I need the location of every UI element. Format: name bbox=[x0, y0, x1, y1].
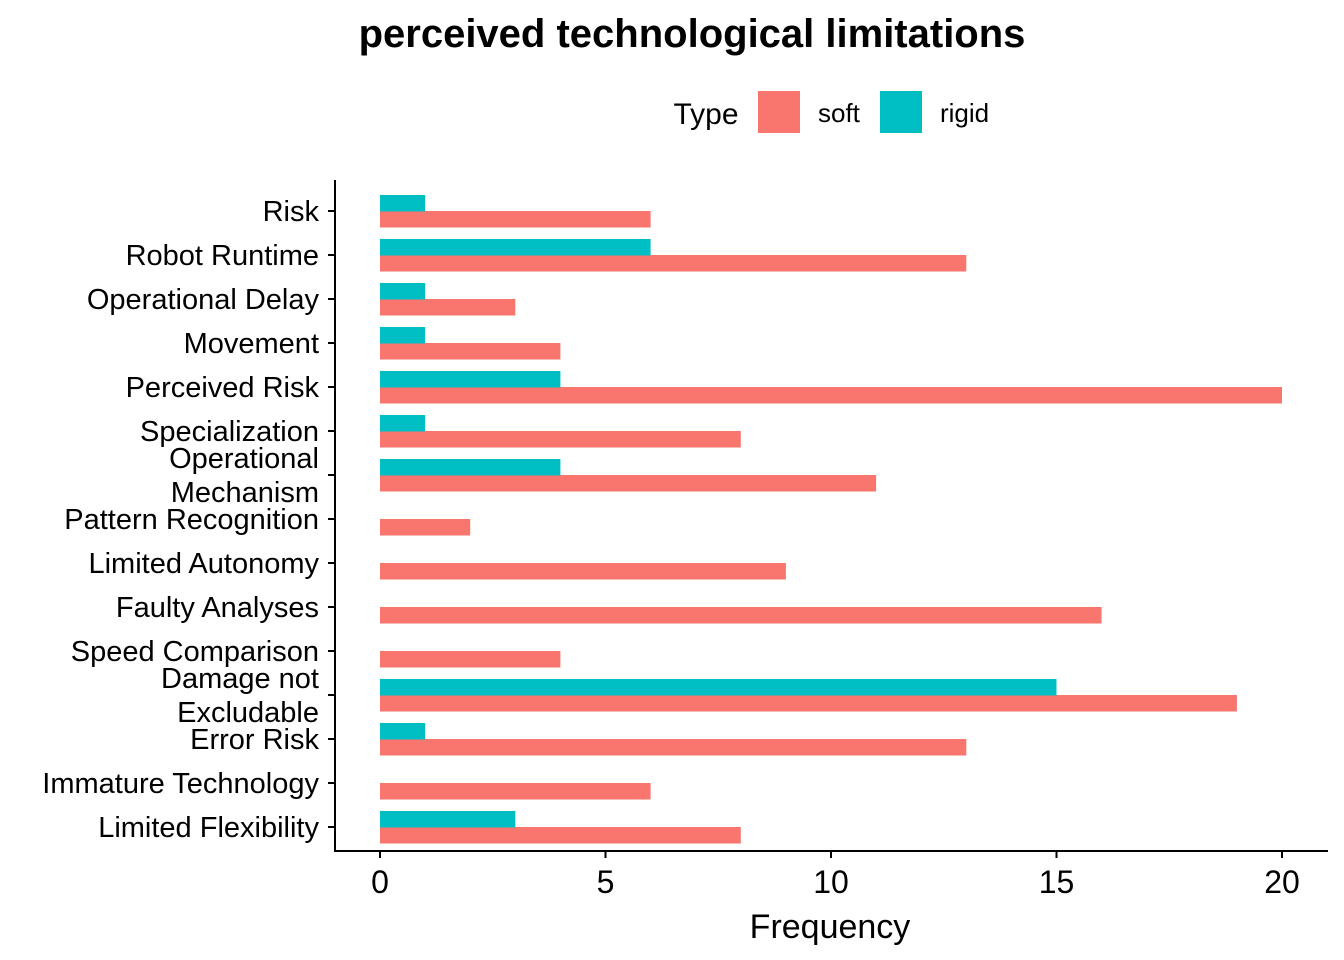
x-axis-ticks: 0 5 10 15 20 bbox=[371, 851, 1300, 900]
legend-label-rigid: rigid bbox=[940, 98, 989, 128]
y-tick-label: Operational Mechanism bbox=[169, 443, 319, 509]
y-tick-label: Risk bbox=[263, 196, 320, 228]
y-tick-label: Limited Flexibility bbox=[98, 812, 319, 844]
y-tick-label: Operational Delay bbox=[87, 284, 320, 316]
y-tick-label: Speed Comparison bbox=[71, 636, 319, 668]
bar-rigid bbox=[380, 679, 1057, 696]
bar-soft bbox=[380, 431, 741, 448]
legend-key-rigid bbox=[880, 91, 922, 133]
legend-key-soft bbox=[758, 91, 800, 133]
x-tick-label: 20 bbox=[1264, 864, 1300, 900]
bar-rigid bbox=[380, 195, 426, 212]
bar-soft bbox=[380, 695, 1237, 712]
bar-rigid bbox=[380, 239, 651, 256]
y-tick-label: Robot Runtime bbox=[126, 240, 319, 272]
y-tick-label: Pattern Recognition bbox=[64, 504, 319, 536]
bar-soft bbox=[380, 739, 967, 756]
bar-rigid bbox=[380, 723, 426, 740]
y-tick-label: Error Risk bbox=[190, 724, 319, 756]
bar-soft bbox=[380, 827, 741, 844]
x-tick-label: 15 bbox=[1039, 864, 1075, 900]
bar-soft bbox=[380, 519, 471, 536]
legend: Type soft rigid bbox=[673, 91, 989, 133]
bar-soft bbox=[380, 343, 561, 360]
legend-label-soft: soft bbox=[818, 98, 861, 128]
bar-soft bbox=[380, 299, 516, 316]
bars-group bbox=[380, 195, 1282, 844]
bar-rigid bbox=[380, 811, 516, 828]
bar-soft bbox=[380, 651, 561, 668]
bar-soft bbox=[380, 783, 651, 800]
x-tick-label: 5 bbox=[597, 864, 615, 900]
x-tick-label: 0 bbox=[371, 864, 389, 900]
y-tick-label: Movement bbox=[184, 328, 319, 360]
y-axis-ticks: Risk Robot Runtime Operational Delay Moveme… bbox=[42, 196, 335, 844]
legend-title: Type bbox=[673, 98, 738, 131]
chart-title: perceived technological limitations bbox=[359, 12, 1026, 56]
bar-rigid bbox=[380, 371, 561, 388]
y-tick-label: Specialization bbox=[140, 416, 319, 448]
y-tick-label: Immature Technology bbox=[42, 768, 319, 800]
x-tick-label: 10 bbox=[813, 864, 849, 900]
bar-soft bbox=[380, 563, 786, 580]
bar-soft bbox=[380, 607, 1102, 624]
y-tick-label: Damage not Excludable bbox=[161, 663, 319, 729]
bar-rigid bbox=[380, 327, 426, 344]
bar-soft bbox=[380, 475, 877, 492]
x-axis-label: Frequency bbox=[750, 908, 911, 946]
bar-soft bbox=[380, 211, 651, 228]
bar-rigid bbox=[380, 459, 561, 476]
y-tick-label: Perceived Risk bbox=[126, 372, 320, 404]
bar-soft bbox=[380, 255, 967, 272]
y-tick-label: Faulty Analyses bbox=[116, 592, 319, 624]
bar-rigid bbox=[380, 415, 426, 432]
bar-rigid bbox=[380, 283, 426, 300]
y-tick-label: Limited Autonomy bbox=[88, 548, 319, 580]
bar-soft bbox=[380, 387, 1282, 404]
